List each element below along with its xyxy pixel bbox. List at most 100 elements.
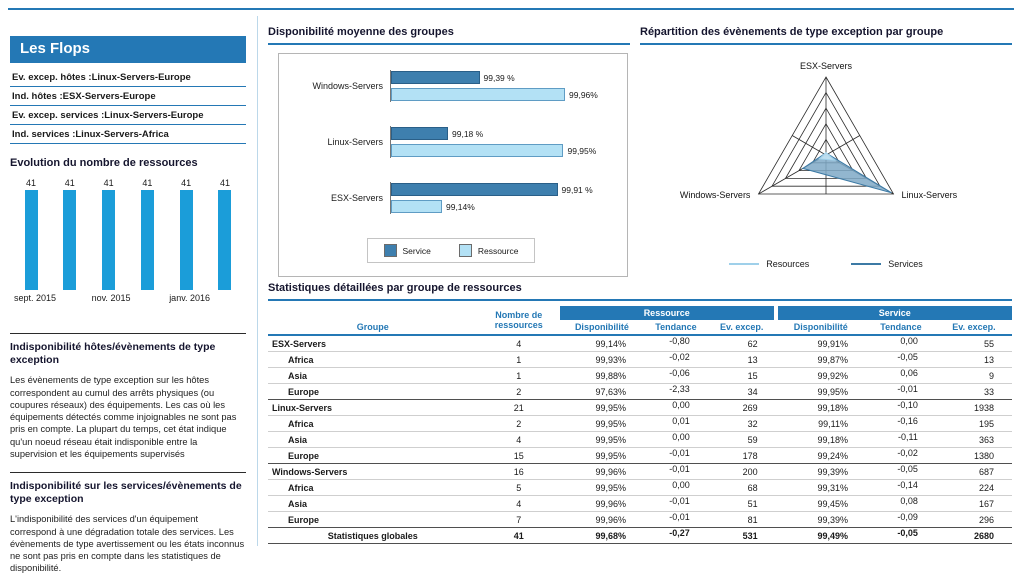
cell-value: 99,95%	[559, 415, 645, 432]
cell-value: 1380	[935, 447, 1012, 464]
x-axis-label	[53, 293, 87, 303]
tendance-value: -0,02	[669, 351, 690, 362]
tendance-value: -0,01	[669, 511, 690, 522]
cell-value: 99,95%	[559, 479, 645, 496]
tendance-value: -0,11	[898, 431, 918, 442]
cell-tendance: -0,16	[866, 415, 936, 432]
bar	[218, 190, 232, 290]
legend-line	[851, 263, 882, 265]
group-label: ESX-Servers	[330, 193, 383, 203]
tendance-value: -0,05	[897, 351, 918, 362]
note-hosts-exception-body: Les évènements de type exception sur les…	[10, 375, 237, 459]
cell-value: 200	[707, 463, 776, 480]
tendance-value: -0,09	[897, 511, 918, 522]
evolution-bar-column: 41	[53, 178, 87, 290]
stats-row-europe: Europe 2 97,63% -2,33 34 99,95% -0,01 33	[268, 383, 1012, 400]
resource-bar	[391, 88, 565, 101]
cell-group-name: Africa	[268, 415, 478, 432]
cell-tendance: -0,10	[866, 399, 936, 416]
service-bar	[391, 127, 448, 140]
cell-value: 99,96%	[559, 511, 645, 528]
cell-value: 195	[935, 415, 1012, 432]
tendance-value: 0,00	[672, 479, 690, 490]
tendance-value: -0,02	[897, 447, 918, 458]
cell-group-name: Asia	[268, 367, 478, 384]
vertical-divider	[257, 16, 258, 546]
cell-tendance: -2,33	[644, 383, 708, 400]
bar-value-label: 41	[25, 178, 36, 188]
cell-value: 99,95%	[559, 431, 645, 448]
cell-tendance: -0,05	[866, 463, 936, 480]
evolution-bar-column: 41	[208, 178, 242, 290]
cell-value: 363	[935, 431, 1012, 448]
flop-value: Linux-Servers-Europe	[104, 110, 204, 121]
flop-label: Ev. excep. services :	[12, 110, 105, 121]
bar	[102, 190, 116, 290]
flop-label: Ev. excep. hôtes :	[12, 72, 92, 83]
bar-value-label: 99,95%	[567, 145, 597, 156]
cell-value: 99,68%	[559, 527, 645, 544]
table-header-band-row: Nombre de ressources Ressource Service	[268, 306, 1012, 336]
legend-label: Resources	[766, 259, 810, 269]
resource-bar	[391, 200, 442, 213]
cell-value: 99,96%	[559, 495, 645, 512]
x-axis-label: janv. 2016	[169, 293, 211, 303]
tendance-value: -0,01	[669, 495, 690, 506]
stats-table: Nombre de ressources Ressource Service Grou…	[268, 306, 1012, 544]
cell-tendance: -0,05	[866, 351, 936, 368]
cell-tendance: 0,08	[866, 495, 936, 512]
evolution-bar-column: 41	[92, 178, 126, 290]
group-bars: 99,91 % 99,14%	[390, 182, 619, 214]
cell-value: 99,39%	[775, 463, 867, 480]
stats-row-africa: Africa 2 99,95% 0,01 32 99,11% -0,16 195	[268, 415, 1012, 432]
tendance-value: 0,01	[672, 415, 690, 426]
cell-value: 62	[707, 334, 776, 352]
stats-row-esx-servers: ESX-Servers 4 99,14% -0,80 62 99,91% 0,00 55	[268, 334, 1012, 352]
bar-row: 99,18 %	[391, 126, 619, 141]
cell-value: 99,45%	[775, 495, 867, 512]
cell-value: 15	[707, 367, 776, 384]
bar-value-label: 99,14%	[445, 201, 475, 212]
cell-value: 9	[935, 367, 1012, 384]
tendance-value: -0,01	[897, 383, 918, 394]
cell-value: 99,96%	[559, 463, 645, 480]
stats-section: Statistiques détaillées par groupe de re…	[268, 282, 1012, 544]
stats-row-europe: Europe 15 99,95% -0,01 178 99,24% -0,02 1380	[268, 447, 1012, 464]
bar-value-label: 41	[64, 178, 75, 188]
cell-tendance: -0,01	[644, 495, 708, 512]
cell-tendance: -0,14	[866, 479, 936, 496]
cell-value: 1	[477, 367, 560, 384]
cell-value: 4	[477, 495, 560, 512]
stats-row-asia: Asia 4 99,96% -0,01 51 99,45% 0,08 167	[268, 495, 1012, 512]
radar-section: Répartition des évènements de type excep…	[640, 26, 1012, 269]
col-header-nombre: Nombre de ressources	[477, 306, 560, 336]
note-hosts-exception: Indisponibilité hôtes/évènements de type…	[10, 333, 246, 460]
availability-chart: Windows-Servers 99,39 % 99,96% Linux-Server…	[278, 53, 628, 277]
bar-row: 99,95%	[391, 143, 619, 158]
bar-row: 99,14%	[391, 199, 619, 214]
cell-value: 2680	[935, 527, 1012, 544]
flop-value: ESX-Servers-Europe	[62, 91, 156, 102]
col-header-groupe: Groupe	[268, 320, 478, 336]
cell-value: 41	[477, 527, 560, 544]
evolution-bars: 41 41 41 41 41 41	[10, 178, 246, 290]
tendance-value: -0,01	[669, 463, 690, 474]
availability-title: Disponibilité moyenne des groupes	[268, 26, 630, 45]
radar-legend: Resources Services	[640, 259, 1012, 269]
flop-value: Linux-Servers-Europe	[91, 72, 191, 83]
flop-label: Ind. services :	[12, 129, 76, 140]
cell-group-name: Europe	[268, 383, 478, 400]
tendance-value: -2,33	[669, 383, 690, 394]
bar-value-label: 41	[181, 178, 192, 188]
cell-value: 531	[707, 527, 776, 544]
cell-value: 1938	[935, 399, 1012, 416]
cell-value: 99,39%	[775, 511, 867, 528]
cell-value: 2	[477, 415, 560, 432]
stats-row-africa: Africa 5 99,95% 0,00 68 99,31% -0,14 224	[268, 479, 1012, 496]
cell-value: 2	[477, 383, 560, 400]
cell-value: 687	[935, 463, 1012, 480]
cell-value: 7	[477, 511, 560, 528]
cell-value: 15	[477, 447, 560, 464]
cell-value: 99,18%	[775, 431, 867, 448]
cell-tendance: 0,00	[644, 431, 708, 448]
